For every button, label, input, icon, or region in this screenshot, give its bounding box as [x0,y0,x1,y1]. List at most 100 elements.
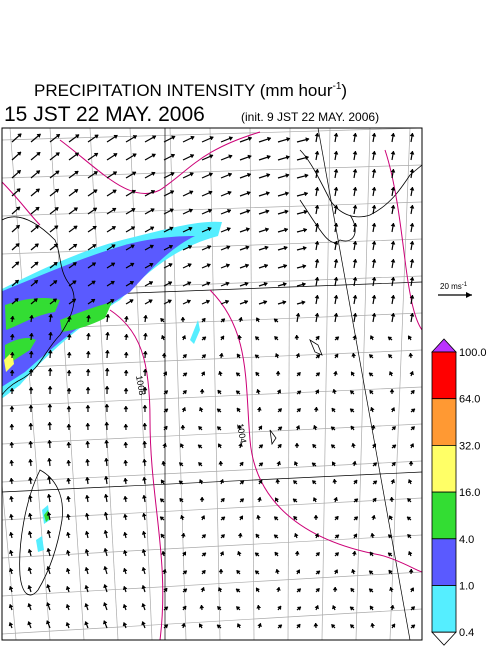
wind-arrow-head [35,188,40,193]
wind-arrow-head [104,421,110,426]
wind-arrow-head [245,227,251,232]
wind-arrow-head [220,318,226,323]
wind-arrow-head [238,515,244,520]
wind-arrow-head [238,316,243,322]
wind-arrow-head [84,621,89,626]
wind-arrow-head [236,606,241,611]
wind-arrow-head [14,298,19,303]
wind-arrow-head [313,406,319,411]
graticule-line [2,201,422,217]
graticule-line [2,386,422,407]
wind-arrow-head [148,299,153,304]
wind-arrow-head [276,460,281,466]
graticule-line [2,534,422,559]
wind-arrow-head [180,514,185,520]
wind-arrow-head [28,404,34,409]
wind-arrow-head [179,443,185,448]
graticule-line [2,571,422,597]
wind-arrow-head [182,390,187,395]
wind-arrow-head [129,262,135,268]
wind-arrow-head [275,478,281,483]
wind-arrow-head [8,585,14,591]
wind-arrow-head [352,204,358,209]
wind-arrow-head [102,620,108,625]
wind-arrow-head [351,352,357,357]
wind-arrow-head [217,389,222,395]
wind-arrow-head [189,190,194,195]
wind-arrow-head [314,204,320,209]
wind-arrow-head [93,189,98,194]
wind-arrow-head [264,245,269,251]
wind-arrow-head [368,570,374,575]
wind-arrow-head [84,584,90,590]
wind-arrow-head [53,225,59,230]
wind-arrow-head [301,300,306,306]
wind-arrow-head [66,423,72,428]
wind-arrow-head [332,388,337,393]
graticule-line [2,164,422,179]
wind-arrow-head [303,227,308,233]
wind-arrow-head [142,458,148,463]
wind-arrow-head [149,262,154,268]
colorbar-segment [431,398,457,446]
graticule-line [129,128,153,640]
graticule-line [2,349,422,369]
wind-arrow-head [314,604,319,610]
colorbar-segment [431,444,457,493]
wind-arrow-head [370,424,376,429]
wind-arrow-head [33,280,39,285]
wind-arrow-head [255,371,260,377]
wind-arrow-head [224,299,230,305]
wind-arrow-head [142,476,147,481]
wind-arrow-head [84,566,90,572]
wind-arrow-head [389,604,395,609]
wind-arrow-head [181,551,187,556]
wind-arrow-head [409,370,414,376]
wind-arrow-head [237,550,242,556]
wind-arrow-head [295,352,300,358]
wind-arrow-head [142,386,148,391]
wind-arrow-head [391,444,397,449]
wind-arrow-head [247,154,252,160]
wind-arrow-head [84,494,90,499]
wind-arrow-head [389,496,395,501]
wind-arrow-head [141,621,146,626]
wind-arrow-head [277,443,282,449]
colorbar-bottom [431,631,457,646]
wind-arrow-head [283,227,289,233]
wind-arrow-head [333,276,339,281]
wind-arrow-head [236,569,241,575]
wind-arrow-head [315,354,321,359]
wind-arrow-head [266,173,271,178]
wind-arrow-head [8,531,14,536]
wind-arrow-head [352,258,358,263]
wind-arrow-head [266,154,271,160]
wind-arrow-head [142,422,148,427]
wind-arrow-head [334,515,339,521]
wind-arrow-head [207,226,212,232]
wind-arrow-head [255,336,260,341]
wind-arrow-head [163,587,168,593]
wind-arrow-head [46,529,52,534]
wind-arrow-head [104,457,109,462]
wind-arrow-head [236,407,241,413]
wind-arrow-head [103,475,109,480]
wind-arrow-head [265,191,270,196]
graticule [2,128,422,640]
wind-arrow-head [311,462,317,467]
wind-arrow-head [409,587,415,592]
wind-arrow-head [409,276,415,281]
wind-arrow-head [161,550,167,555]
wind-arrow-head [187,263,192,268]
wind-arrow-head [334,534,340,539]
wind-arrow-head [390,478,395,484]
wind-arrow-head [29,314,34,319]
colorbar-segment [431,585,457,633]
wind-arrow-head [244,281,249,287]
wind-arrow-head [47,457,52,462]
wind-arrow-head [205,299,211,305]
wind-arrow-head [333,132,339,137]
wind-arrow-head [123,333,129,338]
wind-arrow-head [283,245,288,251]
wind-arrow-head [150,208,155,213]
